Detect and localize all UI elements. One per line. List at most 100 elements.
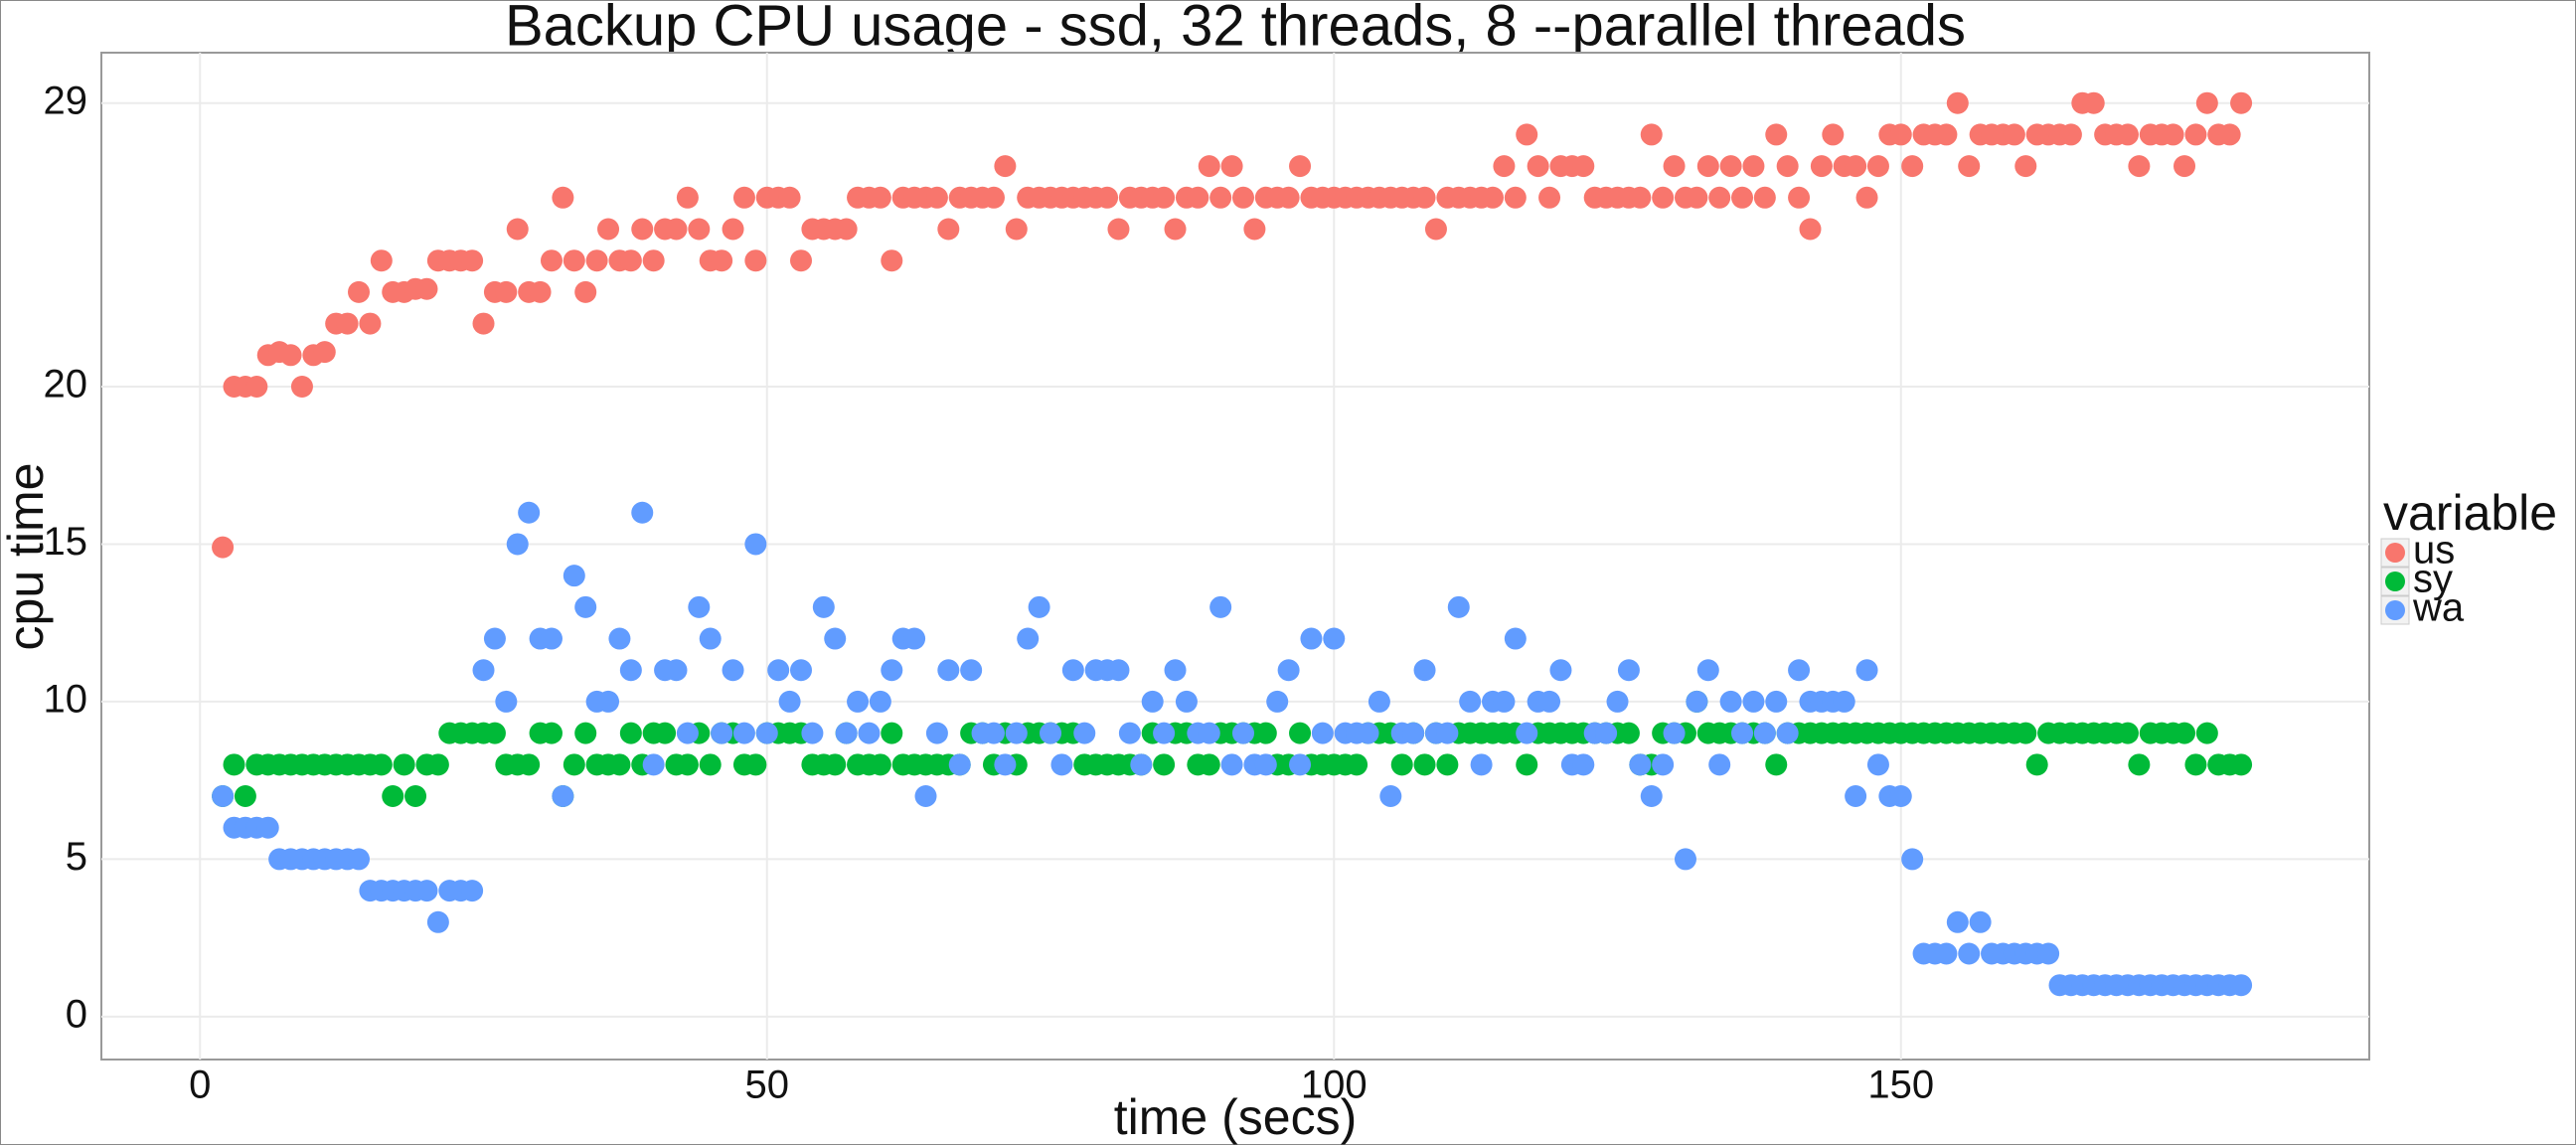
point (801, 722, 824, 744)
point (1617, 722, 1640, 744)
point (506, 533, 529, 556)
point (1005, 218, 1028, 241)
point (506, 218, 529, 241)
point (256, 816, 279, 839)
point (1175, 690, 1198, 713)
point (732, 722, 755, 744)
point (608, 753, 631, 776)
point (1946, 91, 1969, 114)
point (1447, 595, 1470, 618)
point (2174, 722, 2196, 744)
point (1776, 722, 1799, 744)
point (2230, 91, 2253, 114)
point (688, 595, 711, 618)
point (1753, 186, 1776, 209)
point (1935, 942, 1958, 965)
point (1629, 753, 1652, 776)
point (699, 753, 722, 776)
point (722, 218, 744, 241)
x-tick-label: 100 (1301, 1063, 1368, 1107)
point (348, 280, 371, 303)
point (290, 375, 313, 398)
point (518, 501, 541, 524)
point (1719, 155, 1742, 178)
point (1153, 186, 1176, 209)
point (789, 249, 812, 272)
point (1810, 155, 1833, 178)
point (1765, 690, 1788, 713)
point (1357, 722, 1379, 744)
point (994, 753, 1017, 776)
point (2184, 123, 2207, 146)
point (336, 312, 359, 335)
point (1209, 595, 1232, 618)
point (393, 753, 415, 776)
point (1300, 627, 1323, 650)
point (348, 848, 371, 871)
point (415, 880, 438, 902)
point (1663, 155, 1686, 178)
point (212, 536, 235, 559)
point (382, 785, 404, 808)
point (518, 753, 541, 776)
point (370, 753, 393, 776)
point (1153, 722, 1176, 744)
point (483, 627, 506, 650)
point (835, 722, 858, 744)
point (1198, 155, 1220, 178)
point (1130, 753, 1153, 776)
point (1254, 722, 1277, 744)
point (665, 659, 688, 682)
point (1402, 722, 1425, 744)
point (426, 910, 449, 933)
point (1652, 186, 1675, 209)
point (881, 722, 903, 744)
point (711, 722, 733, 744)
point (1889, 785, 1912, 808)
point (1153, 753, 1176, 776)
point (574, 722, 597, 744)
x-tick-label: 50 (745, 1063, 790, 1107)
point (722, 659, 744, 682)
point (1220, 753, 1243, 776)
point (1118, 722, 1141, 744)
point (1493, 155, 1516, 178)
point (472, 659, 495, 682)
point (767, 659, 790, 682)
point (529, 280, 552, 303)
chart-title: Backup CPU usage - ssd, 32 threads, 8 --… (505, 0, 1966, 58)
point (1368, 690, 1390, 713)
point (1413, 753, 1436, 776)
point (540, 627, 563, 650)
point (1538, 186, 1561, 209)
point (994, 155, 1017, 178)
point (824, 753, 847, 776)
point (415, 277, 438, 300)
point (654, 722, 677, 744)
point (608, 627, 631, 650)
point (1516, 753, 1538, 776)
point (563, 753, 585, 776)
point (1753, 722, 1776, 744)
point (563, 249, 585, 272)
point (1946, 910, 1969, 933)
point (1504, 627, 1527, 650)
point (937, 218, 960, 241)
point (563, 565, 585, 587)
point (1050, 753, 1073, 776)
point (665, 218, 688, 241)
point (676, 186, 699, 209)
point (744, 249, 767, 272)
point (1640, 123, 1663, 146)
point (619, 722, 642, 744)
point (1538, 690, 1561, 713)
point (1845, 785, 1867, 808)
point (1595, 722, 1618, 744)
point (858, 722, 881, 744)
point (461, 249, 484, 272)
point (778, 186, 801, 209)
point (1289, 155, 1312, 178)
point (495, 690, 518, 713)
point (1231, 186, 1254, 209)
